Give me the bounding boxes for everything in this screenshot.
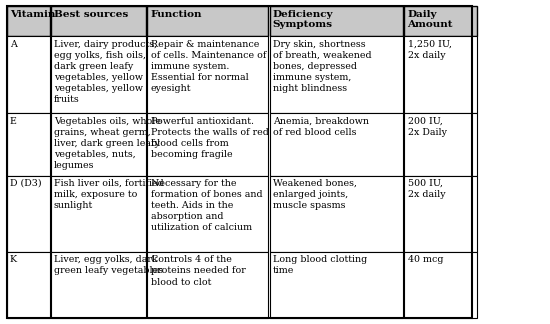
Text: Repair & maintenance
of cells. Maintenance of
immune system.
Essential for norma: Repair & maintenance of cells. Maintenan… <box>151 40 266 93</box>
Text: 1,250 IU,
2x daily: 1,250 IU, 2x daily <box>408 40 452 60</box>
Bar <box>51 113 146 176</box>
Text: Liver, egg yolks, dark
green leafy vegetables: Liver, egg yolks, dark green leafy veget… <box>54 255 163 275</box>
Text: Anemia, breakdown
of red blood cells: Anemia, breakdown of red blood cells <box>273 117 369 137</box>
Text: 500 IU,
2x daily: 500 IU, 2x daily <box>408 179 445 199</box>
Text: Function: Function <box>151 10 202 19</box>
Text: Fish liver oils, fortified
milk, exposure to
sunlight: Fish liver oils, fortified milk, exposur… <box>54 179 164 210</box>
Bar <box>51 252 146 318</box>
Text: Necessary for the
formation of bones and
teeth. Aids in the
absorption and
utili: Necessary for the formation of bones and… <box>151 179 262 232</box>
Text: D (D3): D (D3) <box>10 179 42 188</box>
Bar <box>147 176 268 252</box>
Bar <box>51 6 146 36</box>
Bar <box>147 6 268 36</box>
Bar <box>7 176 50 252</box>
Text: Daily
Amount: Daily Amount <box>408 10 453 29</box>
Text: Liver, dairy products,
egg yolks, fish oils,
dark green leafy
vegetables, yellow: Liver, dairy products, egg yolks, fish o… <box>54 40 157 104</box>
Bar <box>404 113 477 176</box>
Text: Long blood clotting
time: Long blood clotting time <box>273 255 367 275</box>
Bar <box>147 252 268 318</box>
Bar <box>404 176 477 252</box>
Bar <box>51 176 146 252</box>
Bar <box>404 6 477 36</box>
Bar <box>147 36 268 113</box>
Text: Dry skin, shortness
of breath, weakened
bones, depressed
immune system,
night bl: Dry skin, shortness of breath, weakened … <box>273 40 371 93</box>
Text: K: K <box>10 255 17 264</box>
Bar <box>270 6 403 36</box>
Text: E: E <box>10 117 16 126</box>
Text: Best sources: Best sources <box>54 10 128 19</box>
Bar <box>51 36 146 113</box>
Bar <box>270 176 403 252</box>
Bar <box>7 6 50 36</box>
Bar <box>270 252 403 318</box>
Text: Vitamin: Vitamin <box>10 10 55 19</box>
Text: Deficiency
Symptoms: Deficiency Symptoms <box>273 10 333 29</box>
Text: Controls 4 of the
proteins needed for
blood to clot: Controls 4 of the proteins needed for bl… <box>151 255 245 286</box>
Bar <box>7 252 50 318</box>
Bar <box>7 113 50 176</box>
Text: Vegetables oils, whole
grains, wheat germ,
liver, dark green leafy
vegetables, n: Vegetables oils, whole grains, wheat ger… <box>54 117 161 170</box>
Bar <box>7 6 472 318</box>
Bar <box>270 113 403 176</box>
Text: A: A <box>10 40 16 49</box>
Bar <box>404 36 477 113</box>
Text: Powerful antioxidant.
Protects the walls of red
blood cells from
becoming fragil: Powerful antioxidant. Protects the walls… <box>151 117 268 159</box>
Bar <box>404 252 477 318</box>
Bar <box>270 36 403 113</box>
Text: Weakened bones,
enlarged joints,
muscle spasms: Weakened bones, enlarged joints, muscle … <box>273 179 357 210</box>
Bar <box>147 113 268 176</box>
Text: 200 IU,
2x Daily: 200 IU, 2x Daily <box>408 117 447 137</box>
Text: 40 mcg: 40 mcg <box>408 255 443 264</box>
Bar <box>7 36 50 113</box>
